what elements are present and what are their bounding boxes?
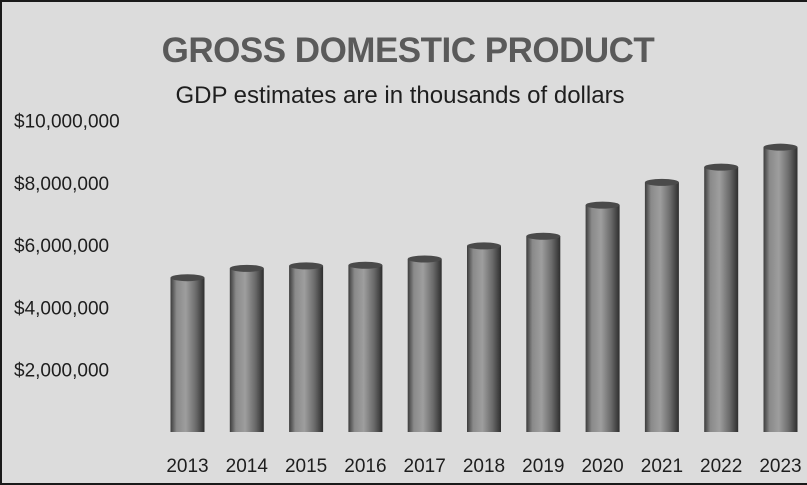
x-tick-label: 2017 — [404, 456, 446, 477]
bar-top — [763, 143, 798, 151]
x-tick-label: 2021 — [641, 456, 683, 477]
bar — [704, 167, 739, 433]
x-axis: 2013 2014 2015 2016 2017 2018 2019 2020 2021 2022… — [166, 456, 801, 477]
bar-top — [348, 261, 383, 269]
bar-2021 — [644, 178, 679, 432]
bar — [526, 236, 561, 432]
bar-2020 — [585, 201, 620, 432]
x-tick-label: 2022 — [700, 456, 742, 477]
y-tick-label: $10,000,000 — [14, 112, 120, 133]
bar-top — [467, 242, 501, 250]
bar-top — [526, 232, 561, 240]
bar — [289, 265, 324, 432]
chart-title: GROSS DOMESTIC PRODUCT — [162, 31, 655, 70]
x-tick-label: 2014 — [226, 456, 269, 477]
bar-2023 — [763, 143, 798, 432]
bar-top — [229, 264, 264, 272]
x-tick-label: 2016 — [344, 456, 386, 477]
bar-2014 — [229, 264, 264, 432]
bar-top — [407, 255, 442, 263]
bar-top — [585, 201, 620, 209]
bar-2013 — [170, 274, 205, 432]
bar — [229, 268, 264, 432]
x-tick-label: 2020 — [581, 456, 623, 477]
y-axis: $2,000,000 $4,000,000 $6,000,000 $8,000,000… — [14, 112, 120, 382]
y-tick-label: $2,000,000 — [14, 361, 109, 382]
chart-subtitle: GDP estimates are in thousands of dollar… — [175, 82, 624, 109]
x-tick-label: 2018 — [463, 456, 505, 477]
bar — [467, 245, 501, 432]
x-tick-label: 2015 — [285, 456, 327, 477]
bar-2015 — [289, 262, 324, 432]
bar — [170, 277, 205, 432]
y-tick-label: $8,000,000 — [14, 174, 109, 195]
bar-2016 — [348, 261, 383, 432]
bar — [644, 182, 679, 432]
bar — [407, 259, 442, 432]
y-tick-label: $6,000,000 — [14, 236, 109, 257]
bar — [585, 205, 620, 432]
bar-top — [704, 163, 739, 171]
bar-series — [170, 143, 798, 433]
bar-2017 — [407, 255, 442, 432]
bar — [348, 265, 383, 432]
y-tick-label: $4,000,000 — [14, 298, 109, 319]
bar-2022 — [704, 163, 739, 433]
bar-2019 — [526, 232, 561, 432]
bar-top — [170, 274, 205, 282]
x-tick-label: 2019 — [522, 456, 564, 477]
bar-2018 — [467, 242, 501, 432]
x-tick-label: 2013 — [166, 456, 208, 477]
bar-top — [644, 178, 679, 186]
bar-top — [289, 262, 324, 270]
x-tick-label: 2023 — [759, 456, 801, 477]
bar — [763, 147, 798, 432]
